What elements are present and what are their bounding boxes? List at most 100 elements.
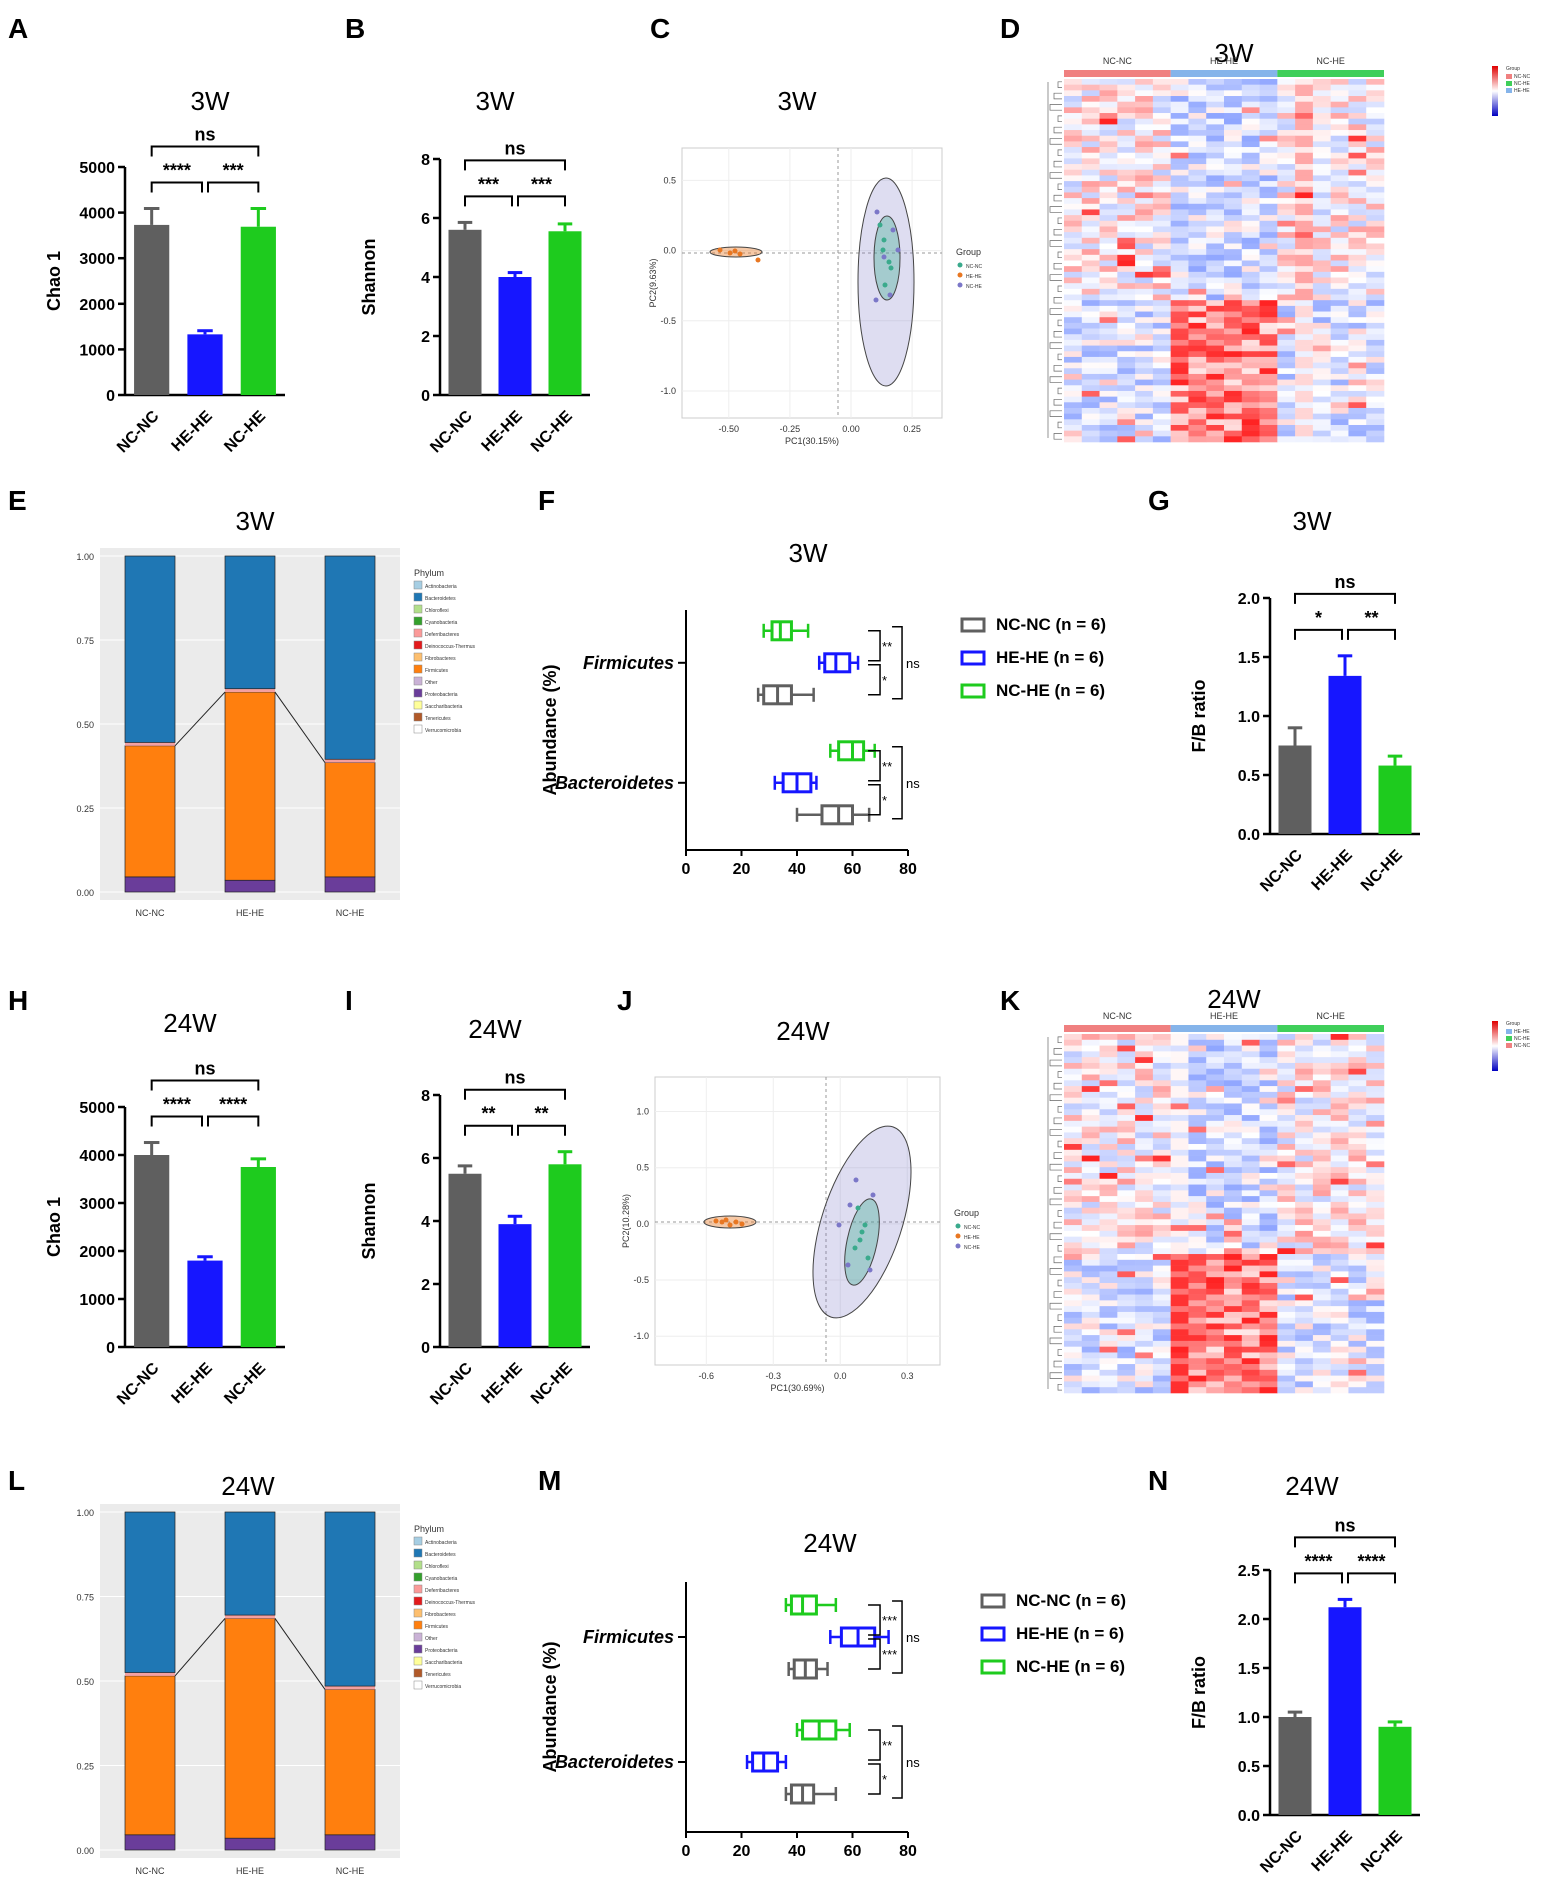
heatmap-cell (1099, 130, 1118, 137)
heatmap-cell (1366, 254, 1385, 261)
heatmap-cell (1117, 124, 1136, 131)
heatmap-cell (1188, 390, 1207, 397)
heatmap-cell (1135, 232, 1154, 239)
heatmap-cell (1099, 294, 1118, 301)
heatmap-cell (1259, 215, 1278, 222)
heatmap-cell (1241, 1254, 1260, 1261)
heatmap-cell (1348, 1132, 1367, 1139)
heatmap-cell (1206, 1346, 1225, 1353)
group-label: HE-HE (1210, 1011, 1238, 1021)
point-HE-HE (739, 1221, 745, 1227)
x-tick-label: 0.0 (834, 1371, 847, 1381)
heatmap-cell (1348, 277, 1367, 284)
y-axis-label: Chao 1 (44, 251, 64, 311)
dendrogram-branch (1057, 1383, 1062, 1391)
heatmap-cell (1117, 1115, 1136, 1122)
heatmap-cell (1064, 1138, 1083, 1145)
segment-Proteobacteria (324, 876, 376, 893)
heatmap-cell (1277, 407, 1296, 414)
x-tick-label: HE-HE (236, 908, 264, 918)
heatmap-cell (1117, 328, 1136, 335)
heatmap-cell (1206, 237, 1225, 244)
heatmap-cell (1277, 1311, 1296, 1319)
heatmap-cell (1366, 339, 1385, 346)
heatmap-cell (1241, 1294, 1260, 1301)
heatmap-cell (1135, 1045, 1154, 1052)
heatmap-cell (1295, 158, 1314, 165)
heatmap-cell (1170, 1358, 1189, 1365)
heatmap-cell (1295, 317, 1314, 324)
heatmap-cell (1259, 1074, 1278, 1081)
heatmap-cell (1152, 1323, 1171, 1330)
legend-swatch (413, 628, 423, 638)
heatmap-cell (1170, 1242, 1189, 1249)
heatmap-cell (1135, 1282, 1154, 1290)
heatmap-cell (1081, 1254, 1100, 1261)
heatmap-cell (1224, 79, 1243, 85)
heatmap-cell (1348, 1155, 1367, 1162)
heatmap-cell (1081, 1300, 1100, 1307)
heatmap-cell (1224, 186, 1243, 193)
heatmap-cell (1188, 1167, 1207, 1174)
heatmap-cell (1312, 1277, 1331, 1284)
heatmap-cell (1277, 1161, 1296, 1168)
heatmap-cell (1170, 1190, 1189, 1197)
heatmap-cell (1259, 322, 1278, 329)
heatmap-cell (1170, 1039, 1189, 1046)
heatmap-cell (1241, 141, 1260, 148)
heatmap-cell (1188, 101, 1207, 108)
heatmap-cell (1135, 1225, 1154, 1232)
heatmap-cell (1330, 1126, 1349, 1133)
heatmap-cell (1259, 107, 1278, 114)
heatmap-cell (1312, 1178, 1331, 1185)
bar-HE-HE (498, 1224, 532, 1347)
heatmap-cell (1348, 107, 1367, 114)
heatmap-cell (1152, 1317, 1171, 1324)
heatmap-cell (1188, 1358, 1207, 1365)
heatmap-cell (1064, 1254, 1083, 1261)
heatmap-cell (1170, 96, 1189, 102)
heatmap-cell (1117, 192, 1136, 199)
heatmap-cell (1188, 147, 1207, 154)
heatmap-cell (1188, 1207, 1207, 1214)
heatmap-cell (1312, 1335, 1331, 1342)
heatmap-cell (1081, 356, 1100, 363)
significance-label: * (882, 793, 887, 808)
heatmap-cell (1259, 424, 1278, 431)
heatmap-cell (1330, 1288, 1349, 1295)
heatmap-cell (1206, 1207, 1225, 1214)
heatmap-cell (1152, 243, 1171, 250)
heatmap-cell (1224, 385, 1243, 392)
heatmap-cell (1277, 402, 1296, 409)
heatmap-cell (1330, 101, 1349, 108)
heatmap-cell (1277, 1236, 1296, 1243)
heatmap-cell (1277, 232, 1296, 239)
legend-swatch (413, 688, 423, 698)
heatmap-cell (1348, 232, 1367, 239)
heatmap-cell (1224, 1364, 1243, 1371)
bar-NC-NC (1278, 745, 1312, 834)
heatmap-cell (1348, 260, 1367, 267)
x-tick-label: 60 (844, 861, 862, 878)
heatmap-cell (1081, 407, 1100, 414)
heatmap-cell (1241, 1387, 1260, 1394)
heatmap-cell (1277, 198, 1296, 205)
heatmap-cell (1170, 1057, 1189, 1064)
dendrogram-branch (1057, 1314, 1062, 1321)
heatmap-cell (1241, 1346, 1260, 1353)
heatmap-cell (1152, 1132, 1171, 1139)
point-HE-HE (719, 1219, 725, 1225)
heatmap-cell (1277, 1097, 1296, 1104)
heatmap-cell (1366, 1190, 1385, 1197)
heatmap-cell (1206, 1138, 1225, 1145)
heatmap-cell (1064, 118, 1083, 125)
heatmap-cell (1277, 390, 1296, 397)
heatmap-cell (1099, 373, 1118, 380)
heatmap-cell (1312, 1045, 1331, 1052)
heatmap-cell (1135, 1288, 1154, 1295)
heatmap-cell (1188, 1155, 1207, 1162)
heatmap-cell (1188, 1271, 1207, 1278)
heatmap-cell (1277, 237, 1296, 244)
heatmap-cell (1206, 351, 1225, 358)
x-tick-label: 0.3 (901, 1371, 914, 1381)
